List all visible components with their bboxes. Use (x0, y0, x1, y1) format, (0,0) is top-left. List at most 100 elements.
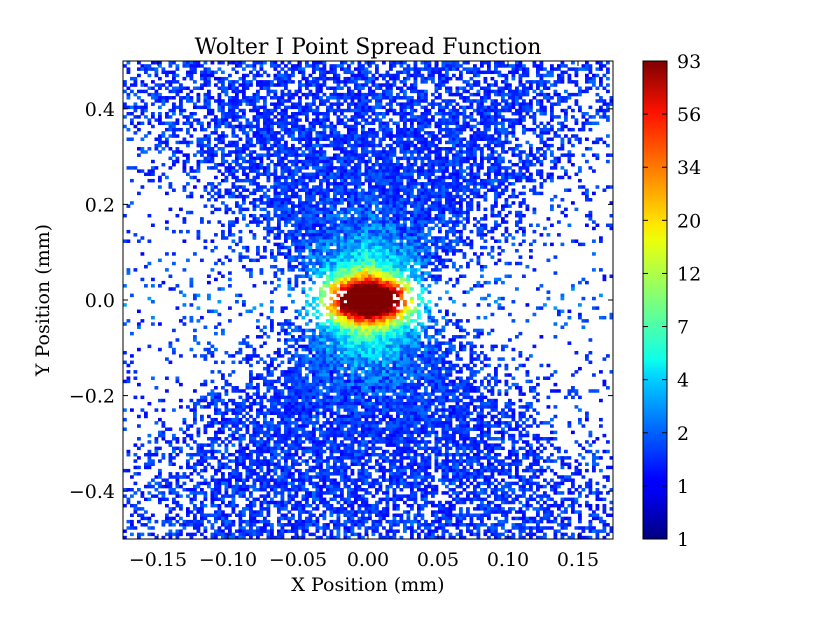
heatmap-cell (487, 64, 491, 68)
heatmap-cell (511, 102, 516, 106)
heatmap-cell (133, 108, 138, 113)
heatmap-cell (245, 96, 250, 100)
heatmap-cell (445, 245, 449, 250)
heatmap-cell (399, 178, 404, 183)
heatmap-cell (469, 204, 474, 208)
heatmap-cell (494, 89, 498, 94)
heatmap-cell (329, 249, 334, 253)
heatmap-cell (427, 178, 432, 183)
heatmap-cell (392, 147, 397, 151)
heatmap-cell (539, 137, 544, 141)
heatmap-cell (574, 83, 579, 87)
heatmap-cell (427, 198, 432, 202)
heatmap-cell (424, 252, 428, 256)
heatmap-cell (326, 96, 330, 100)
heatmap-cell (329, 67, 334, 71)
heatmap-cell (417, 249, 421, 253)
heatmap-cell (378, 226, 383, 231)
heatmap-cell (235, 134, 239, 138)
heatmap-cell (564, 188, 568, 192)
heatmap-cell (294, 121, 299, 126)
heatmap-cell (361, 188, 365, 192)
heatmap-cell (504, 274, 509, 278)
heatmap-cell (305, 111, 309, 116)
heatmap-cell (385, 73, 390, 78)
heatmap-cell (389, 204, 393, 208)
heatmap-cell (315, 220, 320, 224)
heatmap-cell (375, 159, 379, 164)
heatmap-cell (249, 83, 253, 87)
heatmap-cell (389, 210, 393, 215)
heatmap-cell (291, 150, 295, 154)
heatmap-cell (350, 194, 355, 199)
heatmap-cell (550, 150, 554, 154)
heatmap-cell (462, 210, 467, 215)
heatmap-cell (266, 131, 271, 135)
heatmap-cell (301, 105, 306, 110)
heatmap-cell (368, 61, 372, 65)
heatmap-cell (361, 226, 365, 231)
heatmap-cell (305, 204, 309, 208)
heatmap-cell (333, 194, 337, 199)
heatmap-cell (560, 96, 565, 100)
heatmap-cell (417, 134, 421, 138)
heatmap-cell (235, 102, 239, 106)
heatmap-cell (392, 274, 397, 278)
heatmap-cell (249, 229, 253, 234)
heatmap-cell (392, 108, 397, 113)
heatmap-cell (308, 80, 313, 84)
heatmap-cell (326, 236, 330, 240)
heatmap-cell (249, 178, 253, 183)
heatmap-cell (385, 261, 390, 266)
heatmap-cell (238, 194, 243, 199)
heatmap-cell (277, 249, 281, 253)
heatmap-cell (539, 140, 544, 145)
heatmap-cell (298, 105, 302, 110)
heatmap-cell (221, 229, 225, 234)
heatmap-cell (459, 194, 463, 199)
heatmap-cell (361, 124, 365, 129)
heatmap-cell (455, 217, 460, 221)
heatmap-cell (231, 172, 236, 177)
heatmap-cell (469, 99, 474, 103)
heatmap-cell (504, 73, 509, 78)
heatmap-cell (550, 178, 554, 183)
heatmap-cell (413, 99, 418, 103)
heatmap-cell (354, 67, 358, 71)
heatmap-cell (189, 99, 194, 103)
heatmap-cell (511, 169, 516, 173)
heatmap-cell (333, 258, 337, 263)
heatmap-cell (326, 245, 330, 250)
heatmap-cell (490, 213, 495, 218)
heatmap-cell (518, 150, 523, 154)
heatmap-cell (242, 188, 246, 192)
heatmap-cell (466, 89, 470, 94)
heatmap-cell (256, 99, 260, 103)
heatmap-cell (375, 271, 379, 275)
heatmap-cell (462, 223, 467, 228)
heatmap-cell (501, 108, 505, 113)
heatmap-cell (410, 242, 414, 247)
heatmap-cell (315, 245, 320, 250)
heatmap-cell (490, 108, 495, 113)
heatmap-cell (445, 99, 449, 103)
heatmap-cell (298, 137, 302, 141)
heatmap-cell (224, 143, 229, 148)
heatmap-cell (546, 80, 551, 84)
heatmap-cell (473, 70, 477, 75)
heatmap-cell (333, 80, 337, 84)
heatmap-cell (336, 86, 341, 90)
heatmap-cell (567, 73, 572, 78)
heatmap-cell (263, 245, 267, 250)
heatmap-cell (242, 178, 246, 183)
heatmap-cell (308, 178, 313, 183)
heatmap-cell (434, 89, 439, 94)
heatmap-cell (494, 194, 498, 199)
heatmap-cell (396, 143, 400, 148)
heatmap-cell (354, 134, 358, 138)
heatmap-cell (147, 73, 152, 78)
heatmap-cell (221, 233, 225, 237)
heatmap-cell (511, 162, 516, 167)
heatmap-cell (301, 178, 306, 183)
heatmap-cell (357, 92, 362, 97)
